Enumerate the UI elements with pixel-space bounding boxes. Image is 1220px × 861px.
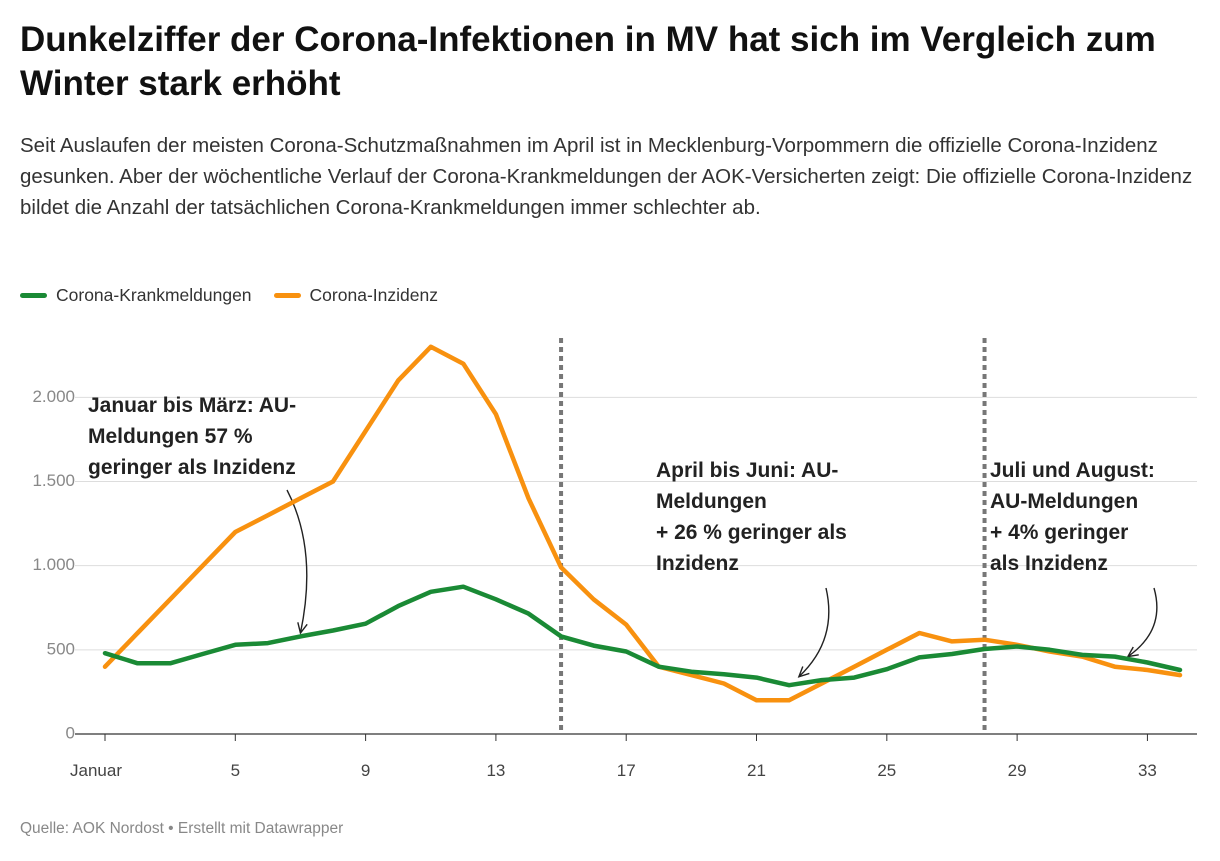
- annotation-3-line: + 4% geringer: [990, 521, 1128, 544]
- y-tick-label: 0: [66, 723, 75, 742]
- y-tick-label: 500: [47, 639, 75, 658]
- x-tick-label: 17: [617, 761, 636, 780]
- annotation-1-arrow: [286, 489, 308, 634]
- source-note: Quelle: AOK Nordost • Erstellt mit Dataw…: [20, 820, 344, 837]
- legend-label-inzidenz: Corona-Inzidenz: [309, 285, 438, 305]
- series-line-inzidenz: [102, 344, 1183, 703]
- y-tick-label: 2.000: [32, 387, 75, 406]
- chart-subtitle: Seit Auslaufen der meisten Corona-Schutz…: [20, 134, 1193, 219]
- x-tick-label: Januar: [70, 761, 122, 780]
- line-chart: 0 500 1.000 1.500 2.000 Januar bis März: AU-…: [32, 338, 1197, 780]
- legend-swatch-krankmeldungen: [20, 293, 47, 298]
- series-line-krankmeldungen: [102, 584, 1183, 688]
- annotation-2-line: + 26 % geringer als: [656, 521, 847, 544]
- legend-item-inzidenz: Corona-Inzidenz: [273, 285, 438, 306]
- annotation-2-arrowhead: [797, 666, 810, 678]
- annotation-2-line: Inzidenz: [656, 552, 739, 575]
- legend: Corona-Krankmeldungen Corona-Inzidenz: [20, 285, 438, 306]
- annotation-3-line: AU-Meldungen: [990, 490, 1138, 513]
- annotation-2-arrow: [798, 587, 830, 678]
- annotation-1-line: Meldungen 57 %: [88, 425, 253, 448]
- annotation-1-line: geringer als Inzidenz: [88, 456, 296, 479]
- annotation-2-line: Meldungen: [656, 490, 767, 513]
- x-tick-label: 33: [1138, 761, 1157, 780]
- y-tick-label: 1.000: [32, 555, 75, 574]
- annotation-1-arrowhead: [297, 622, 308, 635]
- x-tick-label: 21: [747, 761, 766, 780]
- series-layer: [102, 344, 1183, 703]
- annotations: Januar bis März: AU- Meldungen 57 % gering…: [88, 394, 1158, 678]
- annotation-3-arrowhead: [1126, 646, 1139, 658]
- vertical-markers: [559, 338, 987, 734]
- annotation-3-arrow: [1127, 587, 1158, 658]
- x-tick-label: 29: [1008, 761, 1027, 780]
- grid-layer: 0 500 1.000 1.500 2.000: [32, 387, 1197, 742]
- x-axis: Januar 5 9 13 17 21 25 29 33: [70, 734, 1157, 780]
- x-tick-label: 5: [231, 761, 240, 780]
- x-tick-label: 25: [877, 761, 896, 780]
- annotation-1-line: Januar bis März: AU-: [88, 394, 296, 417]
- x-tick-label: 13: [486, 761, 505, 780]
- annotation-2-line: April bis Juni: AU-: [656, 459, 838, 482]
- annotation-3-line: als Inzidenz: [990, 552, 1108, 575]
- legend-item-krankmeldungen: Corona-Krankmeldungen: [20, 285, 252, 306]
- legend-swatch-inzidenz: [273, 293, 301, 298]
- legend-label-krankmeldungen: Corona-Krankmeldungen: [56, 285, 252, 305]
- x-tick-label: 9: [361, 761, 370, 780]
- chart-title: Dunkelziffer der Corona-Infektionen in M…: [20, 20, 1156, 103]
- annotation-3-line: Juli und August:: [990, 459, 1155, 482]
- y-tick-label: 1.500: [32, 471, 75, 490]
